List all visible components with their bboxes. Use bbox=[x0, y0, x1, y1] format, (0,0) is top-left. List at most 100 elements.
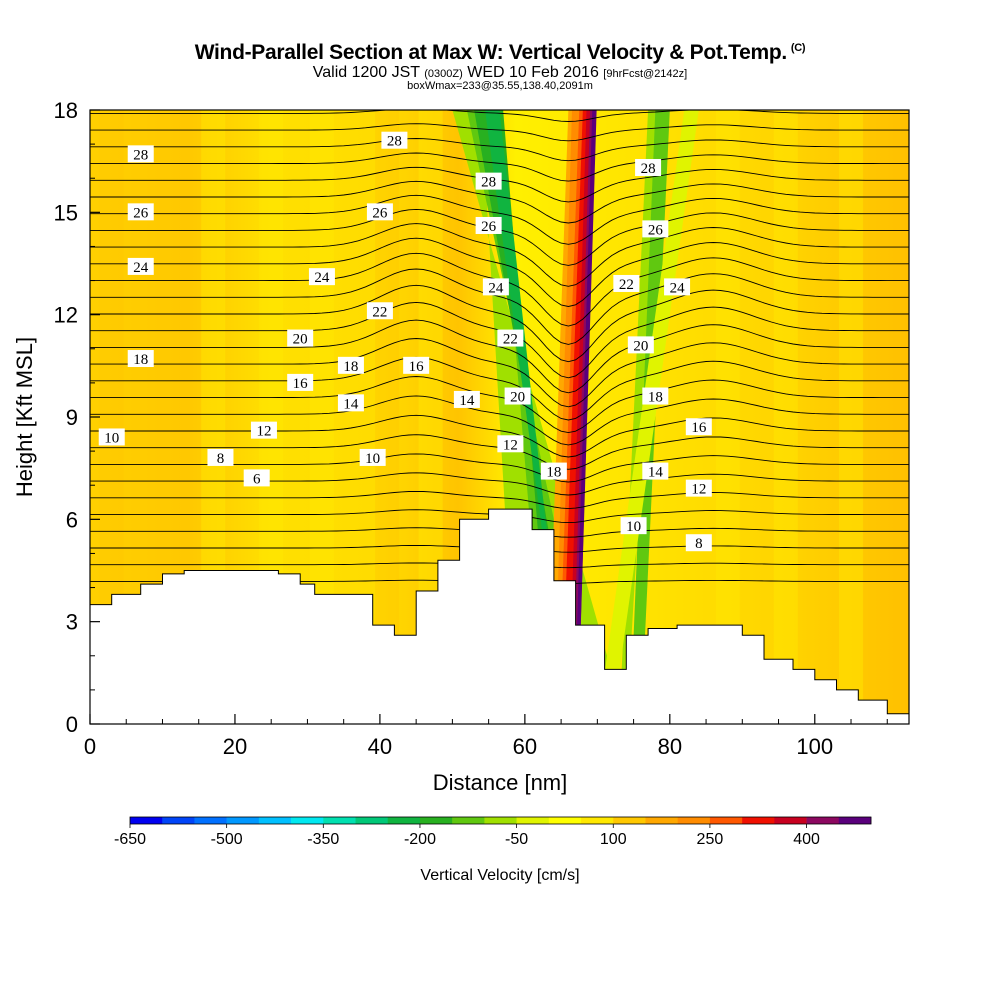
theta-contour-24 bbox=[90, 194, 909, 245]
theta-label-text: 6 bbox=[253, 471, 261, 487]
valid-time: Valid 1200 JST bbox=[312, 64, 420, 81]
x-axis-label: Distance [nm] bbox=[433, 770, 568, 795]
forecast-info: [9hrFcst@2142z] bbox=[603, 68, 688, 80]
theta-contour-16 bbox=[90, 319, 909, 394]
velocity-band bbox=[553, 110, 580, 724]
theta-label-26: 26 bbox=[127, 203, 154, 221]
x-tick-label: 80 bbox=[658, 734, 682, 759]
theta-label-text: 20 bbox=[293, 332, 308, 348]
weak-updraft-band bbox=[715, 110, 740, 724]
x-tick-label: 60 bbox=[513, 734, 537, 759]
colorbar-swatch bbox=[452, 817, 485, 824]
theta-contour-11 bbox=[90, 414, 909, 458]
theta-label-10: 10 bbox=[98, 428, 125, 446]
colorbar-swatch bbox=[806, 817, 840, 824]
theta-contour-21 bbox=[90, 237, 909, 307]
theta-label-24: 24 bbox=[308, 268, 335, 286]
velocity-band bbox=[452, 110, 627, 724]
colorbar-swatch bbox=[581, 817, 614, 824]
theta-label-text: 14 bbox=[459, 393, 475, 409]
theta-label-26: 26 bbox=[642, 220, 669, 238]
theta-label-text: 14 bbox=[648, 465, 664, 481]
colorbar-swatch bbox=[613, 817, 646, 824]
theta-contour-12 bbox=[90, 395, 909, 446]
theta-label-16: 16 bbox=[403, 356, 430, 375]
colorbar-swatch bbox=[774, 817, 807, 824]
theta-label-text: 12 bbox=[256, 424, 271, 440]
x-tick-label: 100 bbox=[796, 734, 833, 759]
theta-label-18: 18 bbox=[642, 387, 669, 406]
theta-label-24: 24 bbox=[482, 278, 509, 296]
colorbar-swatch bbox=[130, 817, 163, 824]
plot-area: 6 8 8 10 10 10 12 12 12 14 14 14 16 16 16 18 18 18 18 20 20 2… bbox=[90, 77, 909, 724]
theta-label-text: 22 bbox=[619, 277, 634, 293]
y-tick-label: 6 bbox=[66, 507, 78, 532]
terrain bbox=[90, 508, 909, 724]
velocity-band bbox=[574, 110, 597, 724]
colorbar-label: Vertical Velocity [cm/s] bbox=[420, 867, 579, 884]
theta-label-text: 18 bbox=[546, 465, 561, 481]
box-info: boxWmax=233@35.55,138.40,2091m bbox=[407, 80, 593, 92]
theta-contour-29 bbox=[90, 123, 909, 142]
theta-label-text: 12 bbox=[691, 482, 706, 498]
theta-label-text: 16 bbox=[691, 420, 707, 436]
theta-label-text: 24 bbox=[314, 270, 330, 286]
x-tick-label: 0 bbox=[84, 734, 96, 759]
velocity-band bbox=[485, 110, 569, 724]
theta-label-text: 22 bbox=[372, 304, 387, 320]
theta-contour-28 bbox=[90, 138, 909, 162]
theta-contour-22 bbox=[90, 223, 909, 287]
theta-label-text: 18 bbox=[343, 359, 358, 375]
y-tick-label: 15 bbox=[54, 200, 78, 225]
theta-label-text: 26 bbox=[481, 219, 497, 235]
theta-contour-19 bbox=[90, 268, 909, 345]
theta-label-text: 24 bbox=[488, 280, 504, 296]
colorbar: -650 -500 -350 -200 -50 100 250 400 bbox=[114, 816, 872, 848]
y-tick-label: 9 bbox=[66, 405, 78, 430]
theta-contour-32 bbox=[90, 77, 909, 84]
theta-label-text: 8 bbox=[695, 536, 703, 552]
theta-label-24: 24 bbox=[127, 257, 154, 276]
theta-label-12: 12 bbox=[250, 421, 277, 440]
theta-label-text: 24 bbox=[133, 260, 149, 276]
theta-label-text: 28 bbox=[387, 134, 402, 150]
colorbar-swatch bbox=[258, 817, 292, 824]
velocity-field bbox=[99, 110, 864, 724]
theta-label-text: 8 bbox=[217, 451, 225, 467]
theta-contour-14 bbox=[90, 356, 909, 421]
theta-label-18: 18 bbox=[127, 350, 154, 368]
theta-label-text: 28 bbox=[481, 175, 496, 191]
y-tick-label: 3 bbox=[66, 610, 78, 635]
theta-label-text: 20 bbox=[633, 338, 648, 354]
theta-label-text: 22 bbox=[503, 332, 518, 348]
velocity-band bbox=[597, 110, 699, 724]
theta-label-text: 18 bbox=[648, 390, 663, 406]
theta-label-text: 10 bbox=[365, 451, 380, 467]
theta-label-18: 18 bbox=[540, 462, 567, 481]
theta-label-14: 14 bbox=[337, 394, 364, 412]
x-tick-label: 40 bbox=[368, 734, 392, 759]
theta-label-text: 20 bbox=[510, 390, 525, 406]
colorbar-tick-label: -350 bbox=[307, 831, 339, 848]
weak-updraft-band bbox=[773, 110, 798, 724]
theta-label-text: 10 bbox=[626, 519, 641, 535]
colorbar-swatch bbox=[838, 817, 872, 824]
colorbar-tick-label: -500 bbox=[211, 831, 243, 848]
theta-label-16: 16 bbox=[685, 418, 712, 436]
theta-label-12: 12 bbox=[497, 435, 524, 453]
colorbar-swatch bbox=[162, 817, 195, 824]
colorbar-swatch bbox=[548, 817, 582, 824]
title-tag: (C) bbox=[790, 42, 806, 54]
theta-label-22: 22 bbox=[366, 302, 393, 320]
theta-label-16: 16 bbox=[287, 373, 314, 392]
y-tick-label: 12 bbox=[54, 303, 78, 328]
theta-label-text: 12 bbox=[503, 437, 518, 453]
weak-updraft-band bbox=[839, 110, 864, 724]
y-axis-label: Height [Kft MSL] bbox=[12, 337, 37, 497]
colorbar-tick-label: -650 bbox=[114, 831, 146, 848]
colorbar-swatch bbox=[194, 817, 227, 824]
theta-label-26: 26 bbox=[475, 216, 502, 235]
theta-label-text: 16 bbox=[293, 376, 309, 392]
theta-label-24: 24 bbox=[664, 278, 691, 296]
colorbar-swatch bbox=[323, 817, 356, 824]
